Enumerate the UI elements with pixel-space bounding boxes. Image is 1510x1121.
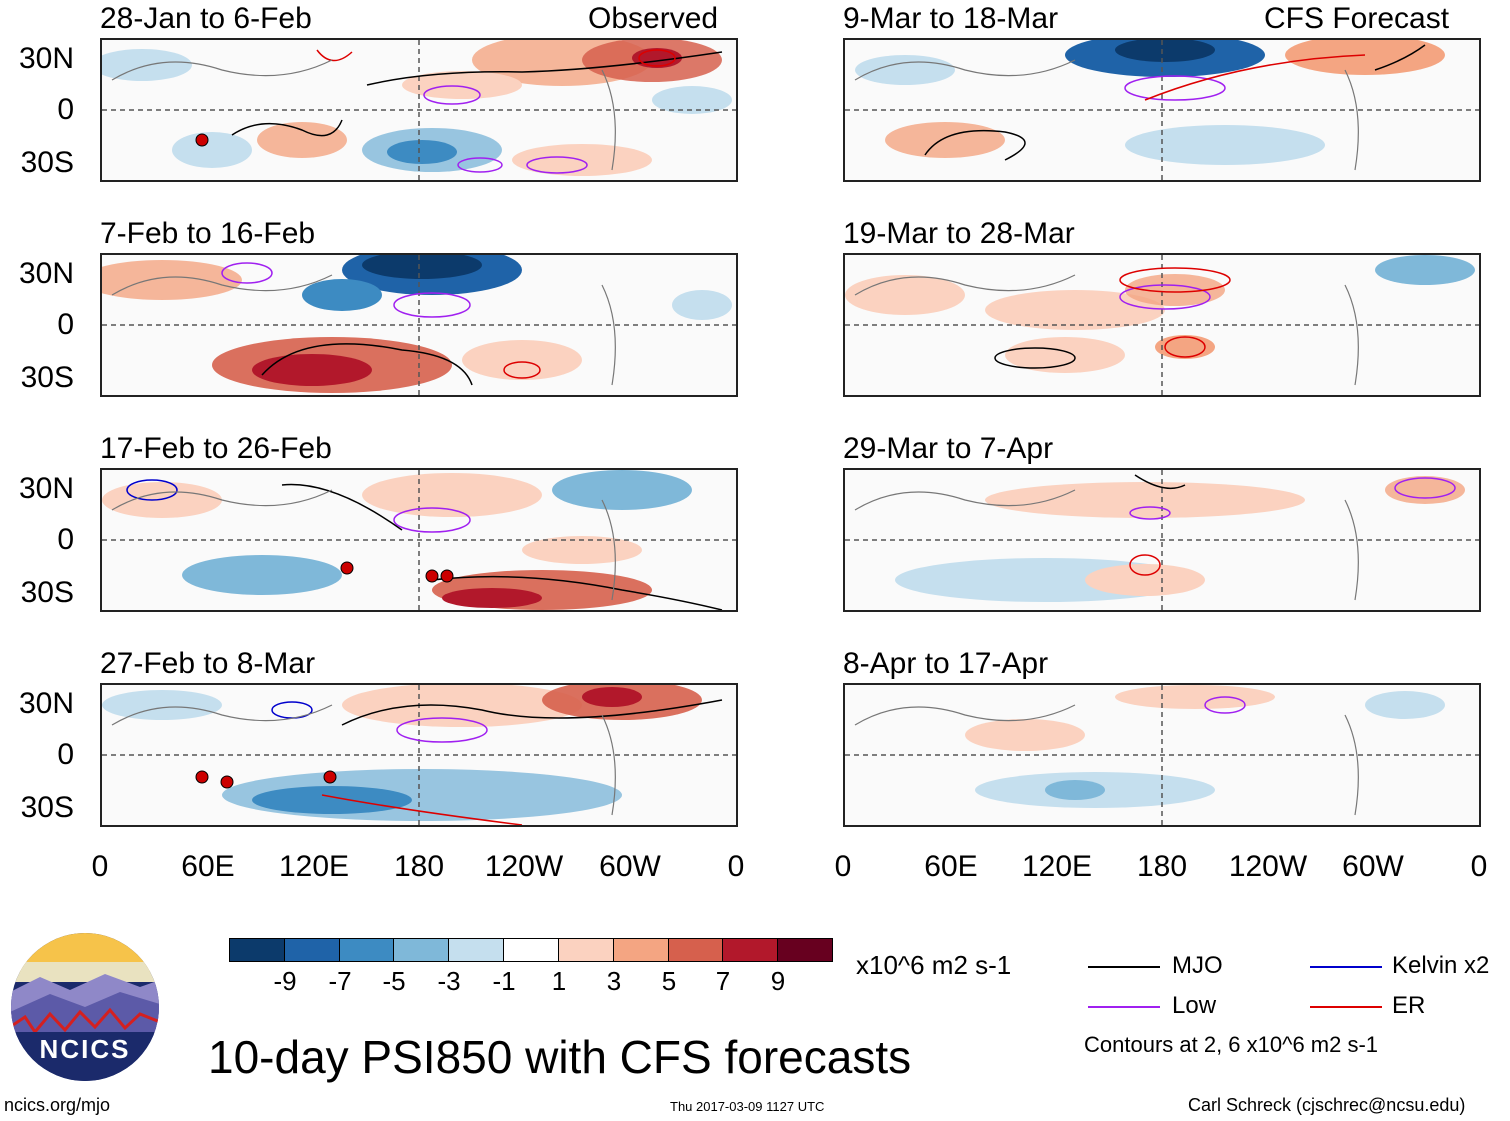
lon-label: 0 <box>91 850 109 883</box>
lat-label-30n: 30N <box>18 257 74 290</box>
colorbar-tick: 3 <box>606 966 622 996</box>
map-panel <box>843 468 1481 612</box>
panel-tag: CFS Forecast <box>1264 2 1450 35</box>
map-panel <box>843 683 1481 827</box>
colorbar-units: x10^6 m2 s-1 <box>856 950 1012 980</box>
colorbar-swatch <box>230 939 284 961</box>
logo-text: NCICS <box>39 1034 131 1064</box>
map-panel <box>843 38 1481 182</box>
lon-label: 180 <box>393 850 445 883</box>
colorbar-swatch <box>612 939 668 961</box>
colorbar-swatch <box>722 939 778 961</box>
lat-label-30n: 30N <box>18 42 74 75</box>
lon-label: 180 <box>1136 850 1188 883</box>
lat-label-eq: 0 <box>57 523 74 556</box>
lon-label: 60E <box>181 850 235 883</box>
lat-label-eq: 0 <box>57 308 74 341</box>
lon-label: 60W <box>1342 850 1404 883</box>
lat-label-30s: 30S <box>20 576 74 609</box>
lat-label-eq: 0 <box>57 738 74 771</box>
colorbar-tick: 7 <box>715 966 731 996</box>
lon-label: 60E <box>924 850 978 883</box>
lat-label-30s: 30S <box>20 146 74 179</box>
colorbar-tick: 5 <box>661 966 677 996</box>
legend-line-er <box>1310 1006 1382 1008</box>
colorbar-swatch <box>503 939 558 961</box>
panel-title: 7-Feb to 16-Feb <box>100 217 316 250</box>
colorbar-tick: -1 <box>492 966 516 996</box>
panel-title: 27-Feb to 8-Mar <box>100 647 316 680</box>
lon-label: 120E <box>278 850 350 883</box>
legend-line-low <box>1088 1006 1160 1008</box>
map-panel <box>843 253 1481 397</box>
colorbar-tick: 1 <box>551 966 567 996</box>
colorbar-tick: -9 <box>273 966 297 996</box>
colorbar-tick: -3 <box>437 966 461 996</box>
map-panel <box>100 253 738 397</box>
panel-tag: Observed <box>588 2 719 35</box>
map-panel <box>100 683 738 827</box>
panel-title: 17-Feb to 26-Feb <box>100 432 332 465</box>
panel-title: 28-Jan to 6-Feb <box>100 2 312 35</box>
legend-label-mjo: MJO <box>1172 952 1223 979</box>
lat-label-30n: 30N <box>18 472 74 505</box>
colorbar-swatches <box>229 938 833 962</box>
panel-title: 29-Mar to 7-Apr <box>843 432 1054 465</box>
footer-author: Carl Schreck (cjschrec@ncsu.edu) <box>1188 1095 1466 1115</box>
map-panel <box>100 38 738 182</box>
panel-title: 19-Mar to 28-Mar <box>843 217 1075 250</box>
lon-label: 60W <box>599 850 661 883</box>
colorbar-swatch <box>777 939 832 961</box>
colorbar-swatch <box>393 939 449 961</box>
map-panel <box>100 468 738 612</box>
legend-label-low: Low <box>1172 992 1217 1019</box>
colorbar-swatch <box>338 939 394 961</box>
lat-label-30s: 30S <box>20 361 74 394</box>
colorbar-swatch <box>448 939 504 961</box>
lon-label: 0 <box>834 850 852 883</box>
lat-label-eq: 0 <box>57 93 74 126</box>
main-title: 10-day PSI850 with CFS forecasts <box>208 1031 912 1083</box>
colorbar-tick: -7 <box>328 966 352 996</box>
footer-url[interactable]: ncics.org/mjo <box>4 1095 111 1115</box>
legend-note: Contours at 2, 6 x10^6 m2 s-1 <box>1084 1032 1379 1057</box>
lat-label-30n: 30N <box>18 687 74 720</box>
colorbar-tick: 9 <box>770 966 786 996</box>
legend-line-kelvin <box>1310 966 1382 968</box>
lon-label: 120E <box>1021 850 1093 883</box>
panel-title: 8-Apr to 17-Apr <box>843 647 1049 680</box>
lon-label: 120W <box>484 850 564 883</box>
lon-label: 0 <box>1470 850 1488 883</box>
colorbar-swatch <box>667 939 723 961</box>
colorbar-swatch <box>283 939 339 961</box>
legend-line-mjo <box>1088 966 1160 968</box>
legend-label-kelvin: Kelvin x2 <box>1392 952 1490 979</box>
legend-label-er: ER <box>1392 992 1426 1019</box>
ncics-logo: NCICS <box>10 932 160 1082</box>
colorbar-swatch <box>557 939 613 961</box>
lon-label: 0 <box>727 850 745 883</box>
lon-label: 120W <box>1228 850 1308 883</box>
footer-timestamp: Thu 2017-03-09 1127 UTC <box>670 1099 825 1114</box>
lat-label-30s: 30S <box>20 791 74 824</box>
panel-title: 9-Mar to 18-Mar <box>843 2 1059 35</box>
colorbar-tick: -5 <box>382 966 406 996</box>
